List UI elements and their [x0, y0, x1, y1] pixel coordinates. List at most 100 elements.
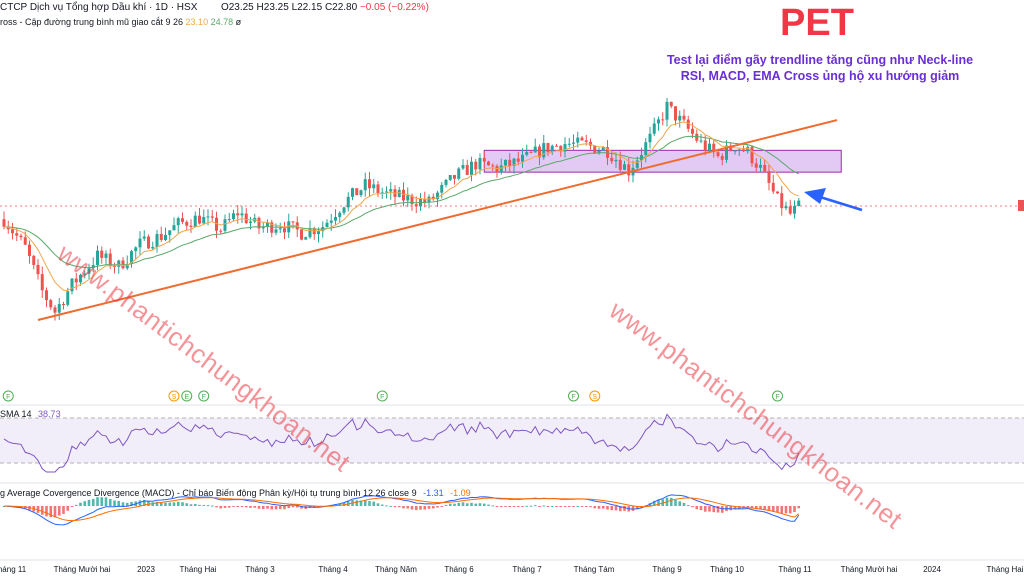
macd-bar: [53, 506, 57, 518]
macd-bar: [202, 504, 206, 506]
candle-body: [70, 278, 74, 292]
macd-bar: [521, 506, 524, 507]
rsi-panel-label[interactable]: SMA 14 38.73: [0, 409, 61, 419]
candle-body: [168, 230, 172, 235]
candle-body: [725, 145, 728, 160]
macd-bar: [699, 506, 703, 511]
candle-body: [117, 260, 121, 267]
candle-body: [49, 300, 53, 308]
event-marker-circle: [2, 390, 14, 402]
candle-body: [674, 106, 677, 121]
event-marker: S: [168, 390, 180, 402]
macd-bar: [533, 505, 537, 507]
macd-bar: [257, 506, 261, 509]
macd-bar: [686, 505, 690, 507]
event-marker-label: F: [775, 394, 779, 401]
candle-body: [669, 101, 673, 107]
candle-body: [32, 255, 36, 265]
candle-body: [470, 161, 473, 175]
candle-body: [236, 213, 240, 216]
candle-body: [512, 158, 516, 167]
arrow-head: [804, 188, 826, 204]
candle-body: [155, 234, 159, 247]
macd-bar: [410, 506, 414, 510]
arrow-shaft: [819, 195, 863, 212]
candle-body: [695, 133, 699, 141]
candle-body: [555, 145, 558, 147]
candle-body: [193, 215, 197, 227]
ema-indicator-header[interactable]: ross - Cập đường trung bình mũ giao cắt …: [0, 17, 241, 27]
macd-bar: [385, 505, 388, 507]
macd-bar: [580, 506, 584, 507]
macd-bar: [576, 505, 580, 507]
x-tick-label: Tháng 11: [778, 565, 812, 574]
candle-body: [87, 268, 91, 274]
macd-bar: [359, 500, 363, 506]
macd-bar: [780, 506, 784, 514]
ohlc-low: L22.15: [291, 2, 323, 13]
arrow-annotation: [804, 188, 863, 212]
candle-body: [351, 188, 354, 197]
candle-body: [79, 274, 82, 283]
macd-bar: [83, 501, 87, 506]
macd-bar: [631, 506, 635, 511]
candle-body: [431, 196, 435, 200]
macd-bar: [300, 506, 303, 509]
candle-body: [261, 226, 265, 229]
candle-body: [270, 222, 274, 233]
event-marker-label: F: [202, 394, 206, 401]
macd-bar: [567, 506, 571, 507]
macd-bar: [750, 506, 754, 509]
macd-bar: [474, 503, 478, 506]
macd-bar: [287, 506, 291, 508]
macd-bar: [96, 497, 99, 506]
macd-bar: [525, 505, 529, 507]
macd-bar: [495, 506, 499, 507]
event-marker-circle: [198, 390, 210, 402]
candle-body: [716, 152, 720, 156]
macd-bar: [559, 506, 563, 507]
macd-bar: [652, 500, 656, 506]
event-marker-label: S: [172, 394, 177, 401]
candle-body: [219, 230, 223, 232]
candle-body: [45, 290, 48, 301]
candle-body: [368, 179, 371, 189]
ohlc-high: H23.25: [256, 2, 289, 13]
candle-body: [699, 140, 703, 142]
candles-group: [2, 97, 801, 321]
candle-body: [406, 195, 410, 201]
macd-bar: [253, 506, 257, 508]
candle-body: [461, 165, 465, 169]
candle-body: [580, 137, 584, 141]
candle-body: [691, 128, 694, 134]
macd-bar: [703, 506, 707, 512]
candle-body: [708, 143, 711, 151]
candle-body: [53, 307, 57, 313]
candle-body: [397, 189, 401, 197]
macd-bar: [108, 499, 112, 506]
candle-body: [763, 164, 767, 172]
candle-body: [414, 204, 418, 207]
candle-body: [652, 123, 656, 134]
candle-body: [11, 229, 14, 234]
ema-label: ross - Cập đường trung bình mũ giao cắt …: [0, 17, 184, 27]
macd-panel-label[interactable]: g Average Covergence Divergence (MACD) -…: [0, 488, 471, 498]
event-marker: F: [772, 390, 783, 402]
candle-body: [499, 165, 503, 173]
macd-bar: [219, 506, 223, 509]
candle-body: [147, 236, 150, 249]
macd-bar: [372, 501, 376, 506]
x-tick-label: Tháng 10: [710, 565, 744, 574]
macd-bar: [487, 504, 490, 506]
x-tick-label: háng 11: [0, 565, 27, 574]
macd-bar: [159, 502, 163, 506]
candle-body: [410, 195, 414, 205]
candle-body: [482, 157, 486, 162]
macd-bar: [155, 501, 159, 506]
macd-bar: [74, 504, 78, 506]
macd-bar: [657, 499, 660, 506]
candle-body: [767, 171, 771, 183]
macd-bar: [291, 506, 295, 508]
x-tick-label: Tháng 7: [512, 565, 542, 574]
